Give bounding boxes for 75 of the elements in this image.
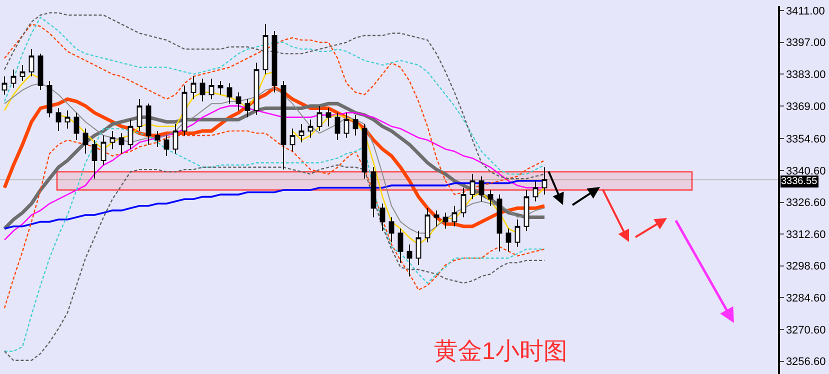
candlestick bbox=[10, 69, 16, 88]
candlestick bbox=[82, 128, 88, 154]
candlestick bbox=[470, 174, 476, 200]
candlestick bbox=[92, 140, 98, 180]
candlestick bbox=[460, 187, 466, 218]
candlestick bbox=[524, 190, 530, 232]
candlestick bbox=[488, 190, 494, 206]
candlestick bbox=[370, 166, 376, 218]
candlestick bbox=[262, 24, 268, 75]
candlestick bbox=[280, 80, 286, 170]
candlestick bbox=[38, 53, 44, 91]
candlestick bbox=[362, 124, 368, 180]
candlestick bbox=[2, 76, 8, 96]
candlestick bbox=[316, 105, 322, 132]
candlestick bbox=[218, 80, 224, 96]
y-tick-label: 3397.00 bbox=[786, 37, 826, 50]
candlestick bbox=[136, 98, 142, 132]
candlestick bbox=[334, 112, 340, 141]
candlestick bbox=[110, 130, 116, 150]
y-tick-label: 3383.00 bbox=[786, 69, 826, 81]
candlestick bbox=[532, 180, 538, 202]
y-tick-label: 3354.60 bbox=[786, 134, 826, 146]
candlestick bbox=[254, 62, 260, 116]
candlestick bbox=[352, 114, 358, 136]
candlestick bbox=[326, 108, 332, 127]
candlestick bbox=[344, 112, 350, 138]
candlestick bbox=[128, 119, 134, 150]
candlestick bbox=[172, 124, 178, 154]
candlestick bbox=[452, 205, 458, 227]
candlestick bbox=[406, 244, 412, 277]
candlestick bbox=[308, 119, 314, 138]
candlestick bbox=[118, 132, 124, 154]
candlestick bbox=[146, 103, 152, 146]
candlestick bbox=[506, 228, 512, 252]
candlestick bbox=[46, 80, 52, 118]
candlestick bbox=[542, 166, 548, 196]
candlestick bbox=[20, 64, 26, 82]
candlestick bbox=[244, 98, 250, 118]
candlestick bbox=[100, 134, 106, 166]
candlestick bbox=[496, 194, 502, 252]
candlestick bbox=[442, 212, 448, 230]
candlestick bbox=[514, 219, 520, 248]
candlestick bbox=[74, 112, 80, 141]
candlestick bbox=[236, 92, 242, 111]
candlestick bbox=[200, 78, 206, 102]
y-tick-label: 3284.60 bbox=[786, 292, 826, 305]
ref-line-label: 3336.55 bbox=[781, 176, 818, 187]
candlestick bbox=[182, 85, 188, 136]
candlestick bbox=[64, 110, 70, 130]
candlestick bbox=[164, 134, 170, 156]
candlestick bbox=[272, 30, 278, 93]
y-tick-label: 3340.60 bbox=[786, 165, 826, 178]
candlestick bbox=[416, 230, 422, 266]
candlestick bbox=[380, 203, 386, 232]
candlestick bbox=[478, 176, 484, 202]
y-tick-label: 3411.00 bbox=[786, 5, 825, 18]
y-tick-label: 3270.60 bbox=[786, 324, 826, 336]
y-tick-label: 3312.60 bbox=[786, 228, 826, 241]
y-tick-label: 3256.60 bbox=[786, 356, 826, 368]
y-tick-label: 3326.60 bbox=[786, 197, 826, 210]
candlestick bbox=[434, 210, 440, 227]
y-tick-label: 3369.00 bbox=[786, 100, 826, 113]
candlestick bbox=[290, 128, 296, 152]
candlestick bbox=[56, 108, 62, 132]
candlestick bbox=[190, 76, 196, 100]
candlestick bbox=[424, 208, 430, 243]
candlestick bbox=[226, 82, 232, 104]
candlestick bbox=[28, 48, 34, 77]
y-tick-label: 3298.60 bbox=[786, 260, 826, 273]
candlestick bbox=[298, 124, 304, 143]
candlestick bbox=[154, 130, 160, 148]
candlestick bbox=[208, 78, 214, 100]
text: 黄金1小时图 bbox=[434, 338, 568, 365]
candlestick bbox=[388, 216, 394, 243]
candlestick bbox=[398, 228, 404, 264]
